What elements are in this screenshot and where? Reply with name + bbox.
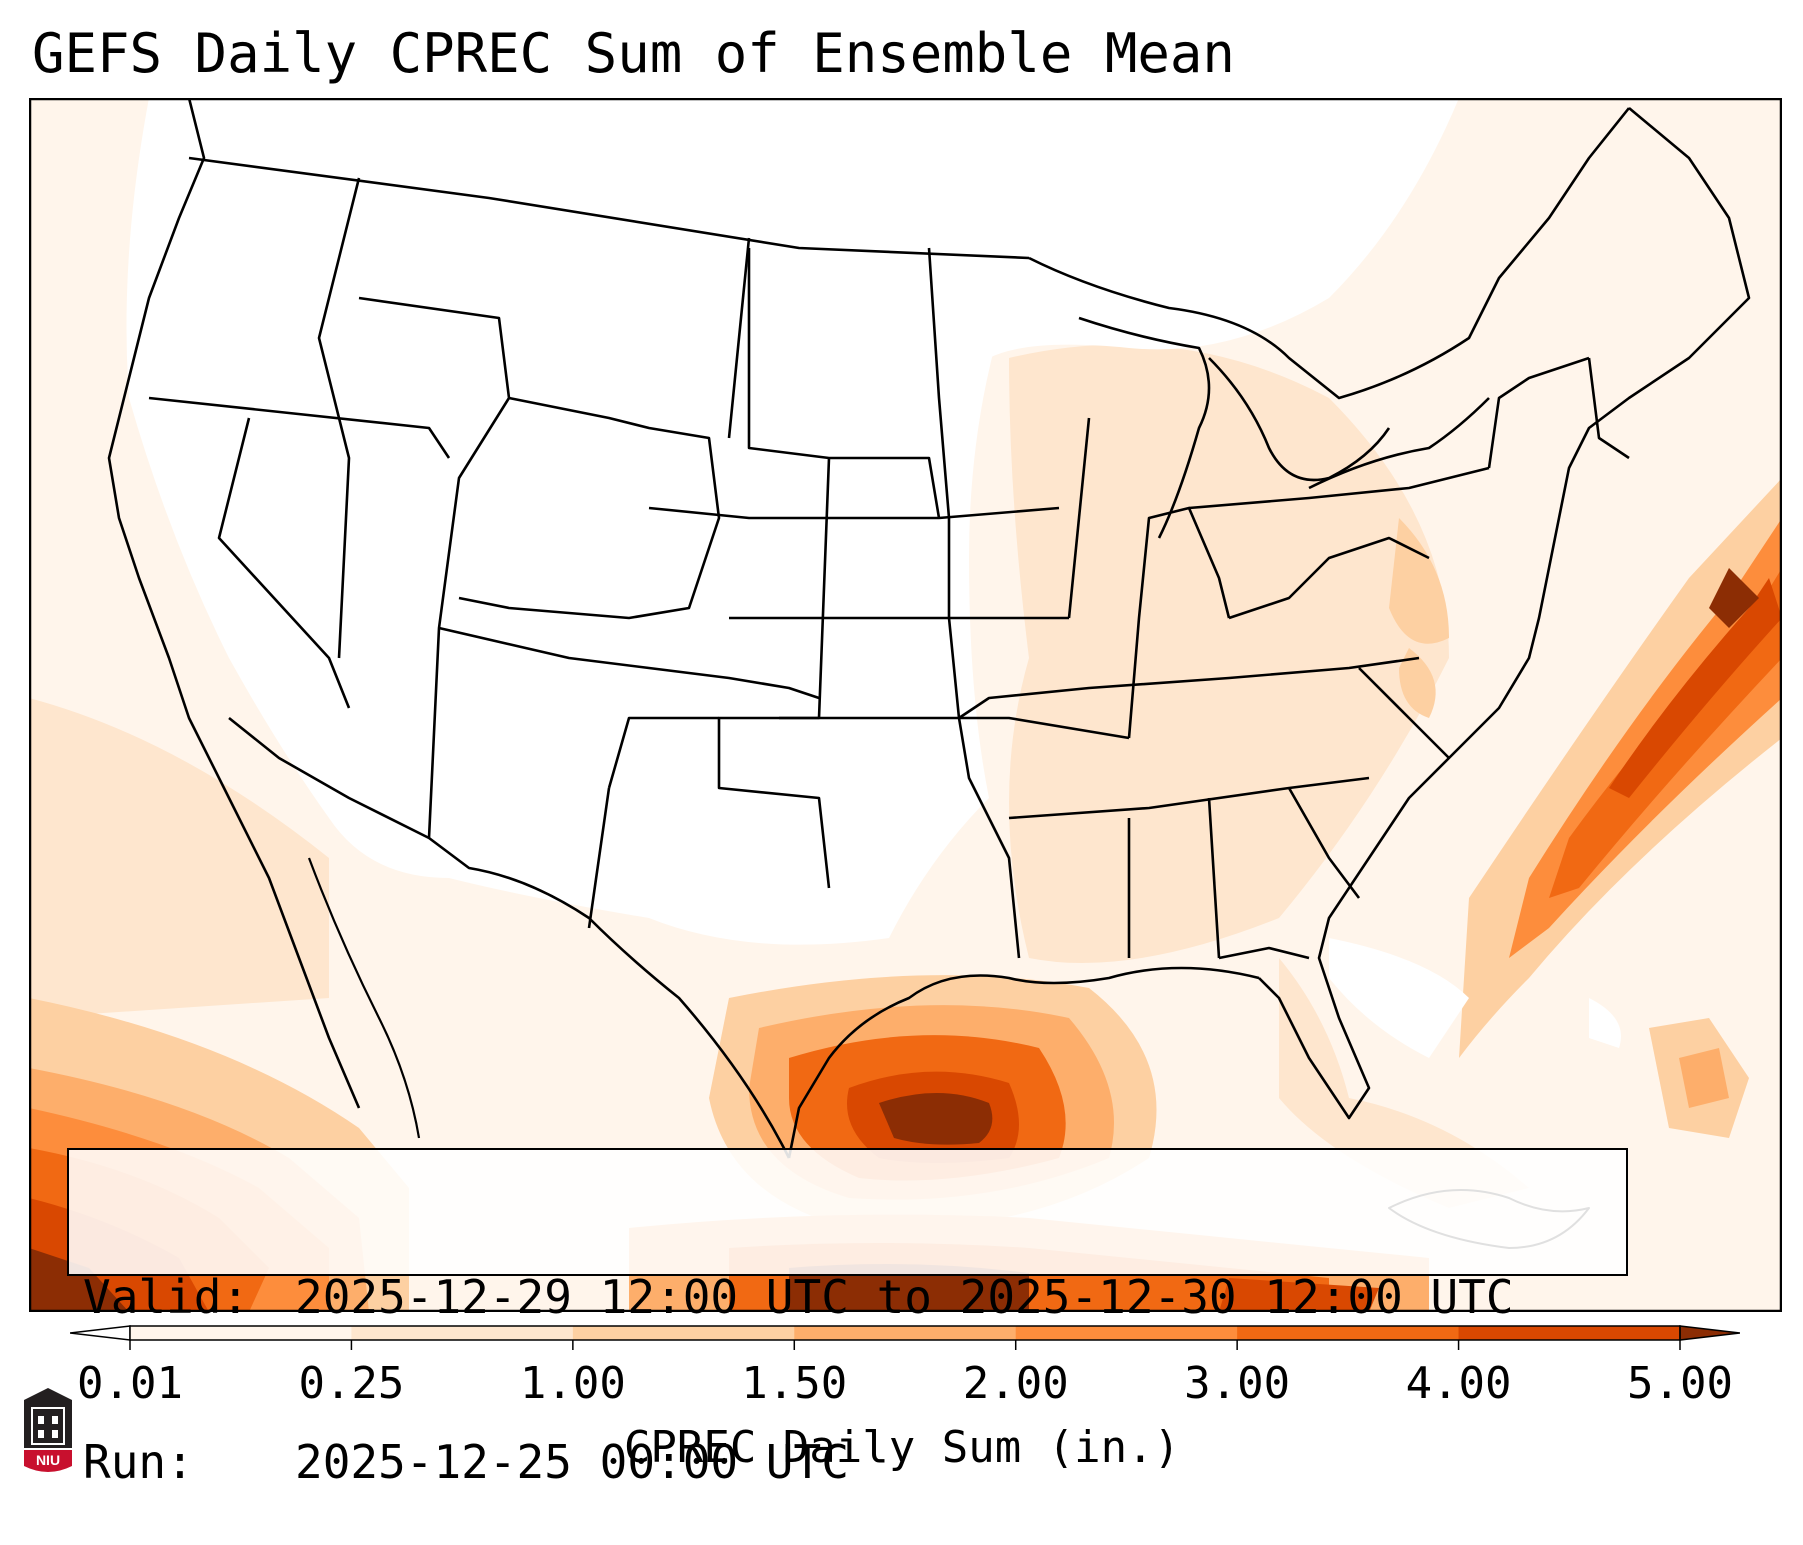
colorbar-tick-label: 1.00	[519, 1358, 626, 1409]
colorbar-tick-label: 5.00	[1627, 1358, 1733, 1409]
colorbar-tick-label: 1.50	[741, 1358, 848, 1409]
svg-text:NIU: NIU	[36, 1452, 60, 1468]
colorbar-tick-label: 4.00	[1405, 1358, 1512, 1409]
state-boundaries	[107, 98, 1751, 1249]
colorbar-segment	[1458, 1326, 1681, 1340]
valid-label: Valid:	[83, 1270, 250, 1324]
colorbar-tick-label: 2.00	[962, 1358, 1069, 1409]
colorbar-over-extend	[1679, 1325, 1741, 1341]
colorbar-segment	[351, 1326, 574, 1340]
valid-line: Valid: 2025-12-29 12:00 UTC to 2025-12-30…	[83, 1270, 1612, 1325]
colorbar-segment	[1015, 1326, 1238, 1340]
colorbar-tick-label: 3.00	[1184, 1358, 1291, 1409]
run-line: Run: 2025-12-25 00:00 UTC	[83, 1435, 1612, 1490]
niu-logo: NIU	[20, 1386, 76, 1478]
colorbar-segment	[572, 1326, 795, 1340]
colorbar-tick-label: 0.25	[298, 1358, 405, 1409]
valid-run-info-box: Valid: 2025-12-29 12:00 UTC to 2025-12-30…	[67, 1148, 1628, 1489]
colorbar-under-extend	[69, 1325, 131, 1341]
colorbar-label: CPREC Daily Sum (in.)	[623, 1422, 1181, 1473]
valid-value: 2025-12-29 12:00 UTC to 2025-12-30 12:00…	[295, 1270, 1514, 1324]
colorbar-segment	[794, 1326, 1017, 1340]
run-label: Run:	[83, 1435, 194, 1489]
colorbar-segment	[130, 1326, 352, 1340]
run-value: 2025-12-25 00:00 UTC	[295, 1435, 849, 1489]
colorbar	[69, 1320, 1741, 1360]
colorbar-segment	[1237, 1326, 1460, 1340]
precipitation-map	[29, 98, 1782, 1312]
colorbar-tick-label: 0.01	[77, 1358, 183, 1409]
colorbar-frame	[129, 1325, 1681, 1341]
map-title: GEFS Daily CPREC Sum of Ensemble Mean	[32, 22, 1235, 85]
